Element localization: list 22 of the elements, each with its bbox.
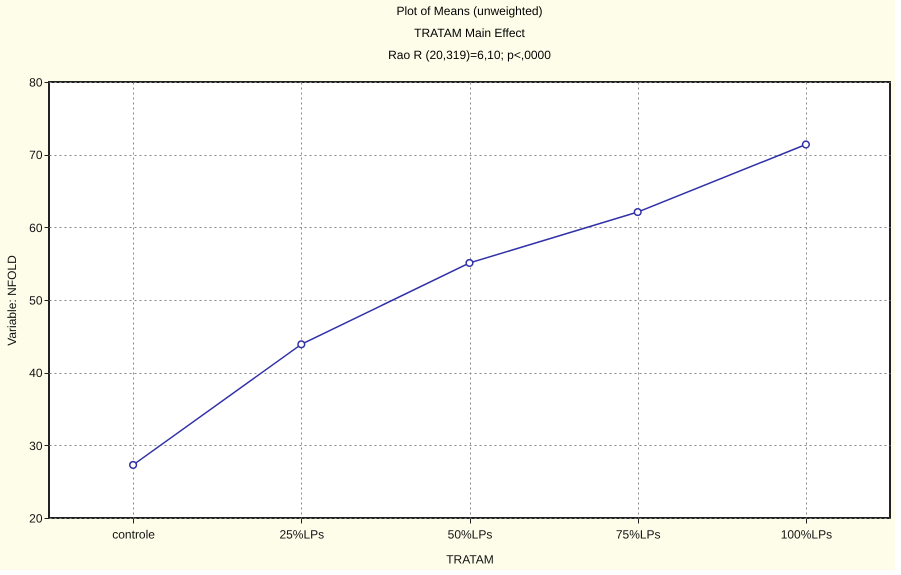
y-tick-label: 30 [29,438,43,453]
x-tick-label: 25%LPs [279,528,324,542]
x-tick-label: 75%LPs [616,528,661,542]
x-tick-label: 50%LPs [448,528,492,542]
text: Rao R (20,319)=6,10; p<,0000 [388,48,551,62]
y-tick-label: 60 [29,220,43,235]
y-tick-label: 70 [29,148,43,162]
point [802,140,810,149]
x-tick-label: controle [112,528,156,542]
point [297,340,306,348]
point [128,460,138,470]
x-axis-title: TRATAM [446,552,494,566]
text: TRATAM Main Effect [414,26,525,40]
y-tick-label: 20 [29,512,43,526]
point [465,258,474,268]
y-tick-label: 50 [29,294,43,308]
x-tick-label: 100%LPs [780,528,832,542]
y-tick-label: 40 [29,366,43,380]
point [634,208,642,216]
y-axis-title: Variable: NFOLD [5,254,20,346]
text: Plot of Means (unweighted) [396,4,543,18]
y-tick-label: 80 [29,76,43,90]
